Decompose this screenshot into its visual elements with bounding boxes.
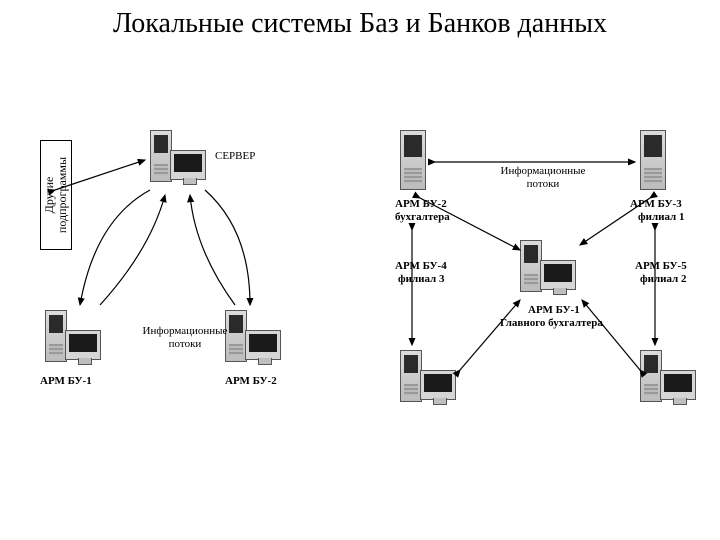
page-title: Локальные системы Баз и Банков данных: [0, 0, 720, 40]
diagram-area: Другие подпрограммы СЕРВЕР АРМ БУ-1 АРМ …: [0, 90, 720, 540]
arrows-layer: [0, 90, 720, 540]
